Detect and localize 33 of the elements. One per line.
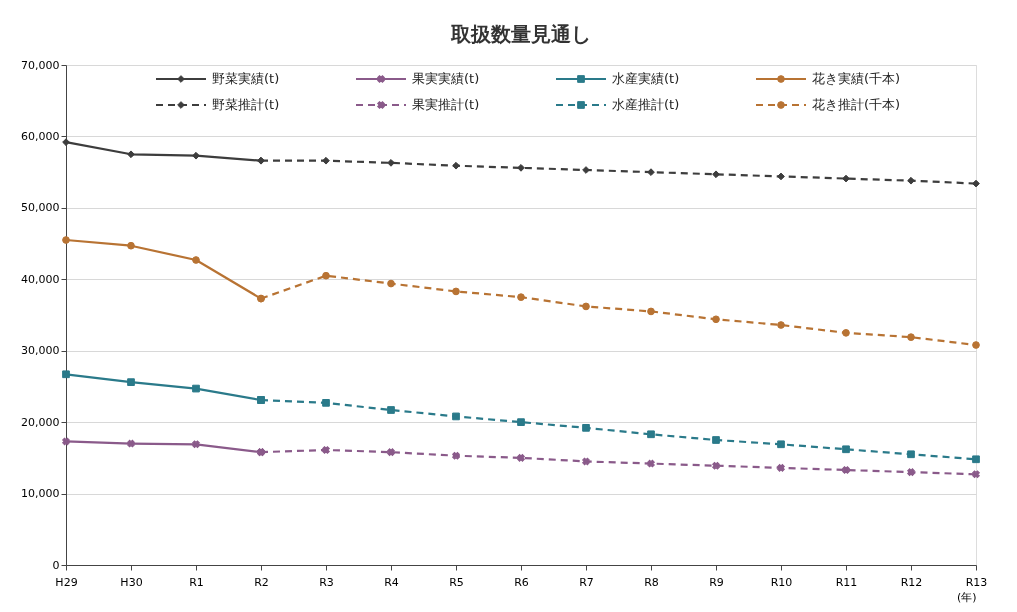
x-tick-label: R2 — [254, 575, 269, 589]
x-tick-label: H29 — [55, 575, 78, 589]
x-tick-label: R8 — [644, 575, 659, 589]
legend-label: 野菜実績(t) — [212, 71, 280, 86]
x-tick-label: H30 — [120, 575, 143, 589]
x-tick-label: R11 — [835, 575, 858, 589]
legend-label: 野菜推計(t) — [212, 97, 280, 112]
y-tick-label: 10,000 — [21, 487, 60, 501]
y-tick-label: 40,000 — [21, 272, 60, 286]
legend-label: 水産推計(t) — [612, 97, 680, 112]
x-tick-label: R3 — [319, 575, 334, 589]
legend-label: 果実実績(t) — [412, 71, 480, 86]
y-tick-label: 20,000 — [21, 415, 60, 429]
x-tick-label: R12 — [900, 575, 923, 589]
legend-label: 花き推計(千本) — [812, 97, 901, 112]
x-tick-label: R10 — [770, 575, 793, 589]
y-tick-label: 50,000 — [21, 201, 60, 215]
legend-label: 水産実績(t) — [612, 71, 680, 86]
x-tick-label: R9 — [709, 575, 724, 589]
y-tick-label: 60,000 — [21, 129, 60, 143]
x-axis-title: (年) — [956, 590, 977, 604]
x-tick-label: R1 — [189, 575, 204, 589]
x-tick-label: R13 — [965, 575, 988, 589]
y-tick-label: 0 — [52, 558, 60, 572]
legend-label: 果実推計(t) — [412, 97, 480, 112]
y-tick-label: 30,000 — [21, 344, 60, 358]
chart-title: 取扱数量見通し — [450, 22, 591, 46]
x-tick-label: R5 — [449, 575, 464, 589]
legend-label: 花き実績(千本) — [812, 71, 901, 86]
x-tick-label: R7 — [579, 575, 594, 589]
y-tick-label: 70,000 — [21, 58, 60, 72]
x-tick-label: R6 — [514, 575, 529, 589]
x-tick-label: R4 — [384, 575, 399, 589]
